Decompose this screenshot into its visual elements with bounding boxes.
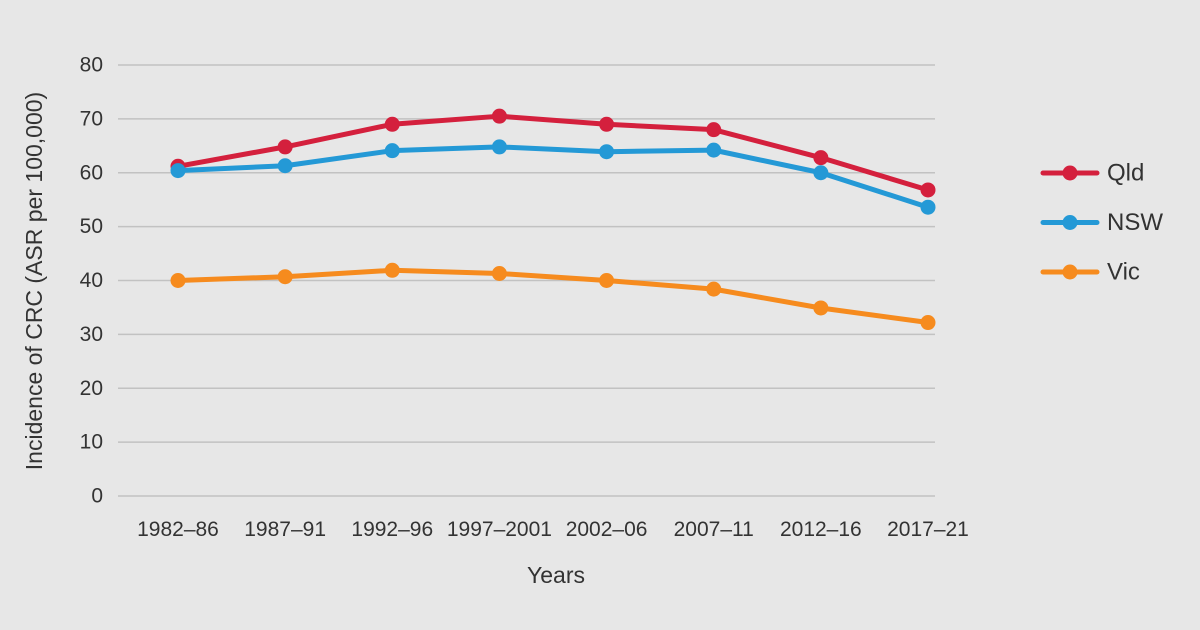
legend: Qld NSW Vic [1040, 160, 1163, 286]
x-tick-label-7: 2017–21 [887, 518, 969, 541]
legend-marker-vic [1062, 264, 1078, 280]
y-tick-label-30: 30 [80, 323, 103, 346]
gridlines [118, 64, 935, 497]
data-point-vic-5 [706, 281, 722, 297]
x-tick-label-4: 2002–06 [566, 518, 648, 541]
series-line-qld [175, 113, 931, 193]
data-point-qld-3 [491, 108, 507, 124]
data-point-nsw-5 [706, 142, 722, 158]
series-line-vic [175, 267, 931, 326]
y-tick-label-80: 80 [80, 54, 103, 77]
data-point-nsw-3 [491, 139, 507, 155]
y-tick-label-50: 50 [80, 215, 103, 238]
data-point-nsw-4 [599, 144, 615, 160]
data-point-vic-4 [599, 273, 615, 288]
data-point-qld-5 [706, 122, 722, 138]
data-point-nsw-2 [384, 143, 400, 159]
y-tick-label-70: 70 [80, 107, 103, 130]
x-tick-label-1: 1987–91 [244, 518, 326, 541]
legend-label-vic: Vic [1107, 259, 1140, 286]
data-point-qld-2 [384, 116, 400, 132]
data-point-vic-2 [384, 262, 400, 278]
x-tick-label-6: 2012–16 [780, 518, 862, 541]
y-tick-label-40: 40 [80, 269, 103, 292]
series-line-nsw [175, 144, 931, 210]
data-point-vic-7 [920, 315, 936, 331]
x-axis-title: Years [527, 562, 585, 588]
data-point-nsw-0 [170, 163, 186, 179]
data-point-vic-6 [813, 300, 829, 316]
y-tick-label-20: 20 [80, 377, 103, 400]
legend-marker-qld [1062, 165, 1078, 181]
y-tick-label-60: 60 [80, 161, 103, 184]
legend-item-vic: Vic [1040, 259, 1140, 286]
series-lines [170, 108, 936, 331]
data-point-qld-4 [599, 116, 615, 132]
x-tick-label-5: 2007–11 [674, 518, 754, 541]
data-point-vic-3 [491, 265, 507, 281]
data-point-nsw-1 [277, 158, 293, 174]
legend-item-qld: Qld [1040, 160, 1144, 187]
data-point-nsw-6 [813, 165, 829, 181]
legend-marker-nsw [1062, 215, 1078, 230]
x-axis-tick-labels: 1982–86 1987–91 1992–96 1997–2001 2002–06 200… [137, 518, 969, 541]
legend-item-nsw: NSW [1040, 209, 1163, 236]
y-axis-tick-labels: 0 10 20 30 40 50 60 70 80 [80, 54, 103, 508]
x-tick-label-2: 1992–96 [351, 518, 433, 541]
data-point-nsw-7 [920, 199, 936, 215]
legend-label-qld: Qld [1107, 160, 1144, 187]
legend-label-nsw: NSW [1107, 209, 1163, 236]
data-point-qld-6 [813, 150, 829, 166]
data-point-qld-7 [920, 182, 936, 198]
y-axis-title: Incidence of CRC (ASR per 100,000) [21, 92, 47, 470]
x-tick-label-0: 1982–86 [137, 518, 219, 541]
x-tick-label-3: 1997–2001 [447, 518, 552, 541]
data-point-vic-1 [277, 269, 293, 285]
data-point-vic-0 [170, 273, 186, 288]
y-tick-label-10: 10 [80, 431, 103, 454]
data-point-qld-1 [277, 139, 293, 155]
y-tick-label-0: 0 [91, 485, 103, 508]
